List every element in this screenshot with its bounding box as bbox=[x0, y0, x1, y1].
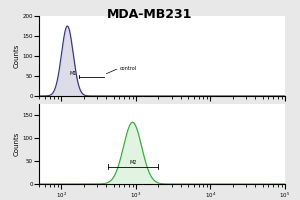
Y-axis label: Counts: Counts bbox=[14, 44, 20, 68]
Text: control: control bbox=[119, 66, 136, 71]
Text: MDA-MB231: MDA-MB231 bbox=[107, 8, 193, 21]
Text: M1: M1 bbox=[69, 71, 76, 76]
Y-axis label: Counts: Counts bbox=[14, 132, 20, 156]
Text: M2: M2 bbox=[129, 160, 137, 165]
